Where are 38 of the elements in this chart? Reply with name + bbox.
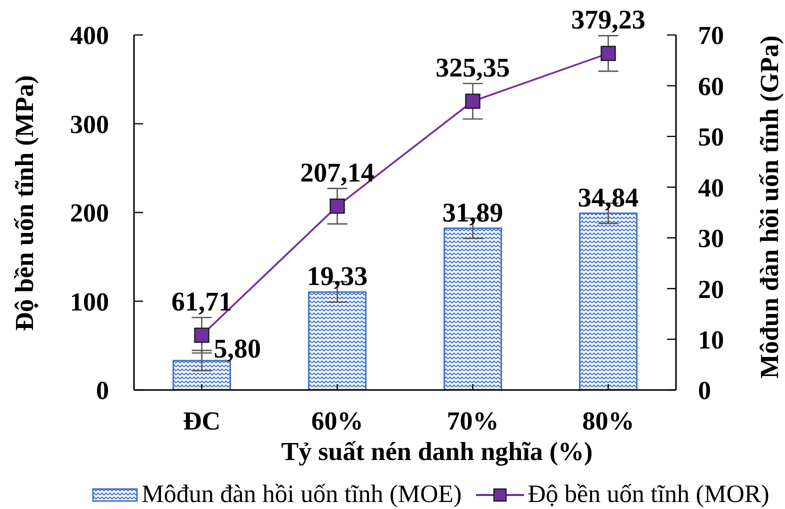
x-tick-label: 70% [446,406,499,436]
data-label: 379,23 [571,4,646,35]
point [465,94,480,109]
y2-tick-label: 70 [698,21,724,50]
data-label: 5,80 [214,334,262,364]
bar [308,291,367,390]
y2-tick-label: 30 [698,224,724,254]
y2-axis-title: Môđun đàn hồi uốn tĩnh (GPa) [755,35,784,379]
y-axis-title: Độ bền uốn tĩnh (MPa) [10,75,39,331]
point [600,46,616,62]
data-label: 61,71 [171,286,232,316]
x-tick-label: 60% [311,406,364,436]
y2-tick-label: 60 [698,72,724,101]
data-label: 19,33 [306,260,368,291]
data-label: 325,35 [436,52,510,82]
legend-label: Môđun đàn hồi uốn tĩnh (MOE) [142,481,462,509]
point [194,328,210,343]
y-tick-label: 400 [70,21,109,50]
bar [444,228,502,390]
x-axis-title: Tỷ suất nén danh nghĩa (%) [281,437,593,466]
y-tick-label: 100 [70,287,109,316]
bar [579,212,638,390]
x-tick-label: 80% [582,406,634,436]
y-tick-label: 0 [96,376,109,406]
y2-tick-label: 50 [698,122,724,152]
y2-tick-label: 20 [698,274,724,304]
y-tick-label: 200 [70,198,109,228]
bar [172,360,232,390]
data-label: 31,89 [442,197,504,228]
data-label: 34,84 [578,182,639,212]
y-tick-label: 300 [70,110,109,139]
x-tick-label: ĐC [182,406,221,436]
y2-tick-label: 0 [698,376,711,406]
data-label: 207,14 [300,157,374,188]
y2-tick-label: 40 [698,173,724,202]
y2-tick-label: 10 [698,326,724,355]
legend-label: Độ bền uốn tĩnh (MOR) [528,481,770,509]
point [330,198,345,214]
